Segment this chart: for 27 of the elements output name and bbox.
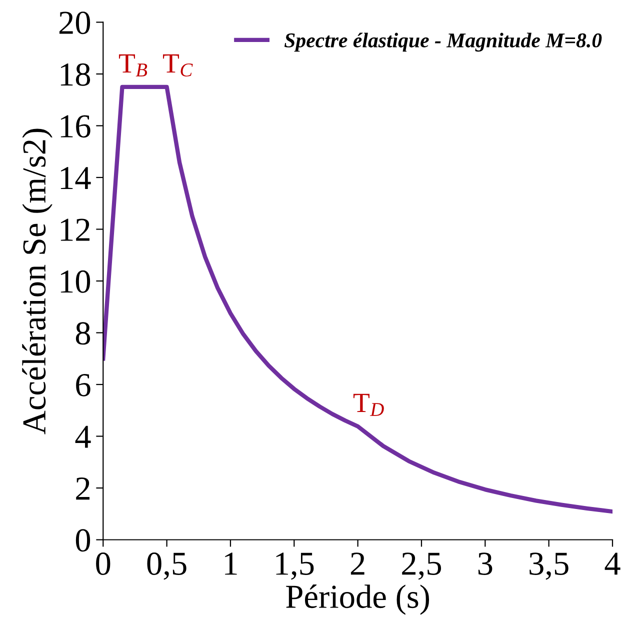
x-tick-label: 1,5: [276, 552, 314, 580]
x-axis-title: Période (s): [286, 584, 430, 615]
line-series: [103, 84, 612, 514]
y-tick-label: 14: [60, 167, 91, 190]
x-tick-label: 4: [604, 552, 620, 575]
y-tick-label: 20: [59, 12, 90, 34]
y-tick-label: 4: [75, 426, 91, 448]
annotation: T$_{C}$: [162, 54, 193, 77]
legend-label: Spectre élastique - Magnitude M=8.0: [284, 32, 602, 52]
x-tick-label: 0: [96, 552, 110, 576]
y-tick-label: 16: [60, 115, 90, 138]
x-tick-label: 1: [225, 552, 237, 575]
annotation: T$_{D}$: [353, 394, 384, 416]
y-axis-title: Accélération Se (m/s2): [22, 128, 52, 434]
y-tick-label: 6: [76, 374, 90, 396]
y-tick-label: 12: [60, 218, 90, 241]
x-tick-label: 0,5: [147, 552, 186, 580]
x-tick-label: 3,5: [530, 552, 568, 580]
y-tick-label: 0: [76, 529, 90, 552]
x-tick-label: 3: [478, 552, 492, 576]
annotation: T$_{B}$: [118, 54, 148, 76]
y-tick-label: 8: [76, 322, 90, 345]
y-tick-label: 18: [60, 63, 90, 86]
x-tick-label: 2: [350, 552, 364, 575]
y-tick-label: 10: [60, 270, 90, 293]
y-tick-label: 2: [76, 477, 90, 500]
x-tick-label: 2,5: [402, 552, 442, 580]
